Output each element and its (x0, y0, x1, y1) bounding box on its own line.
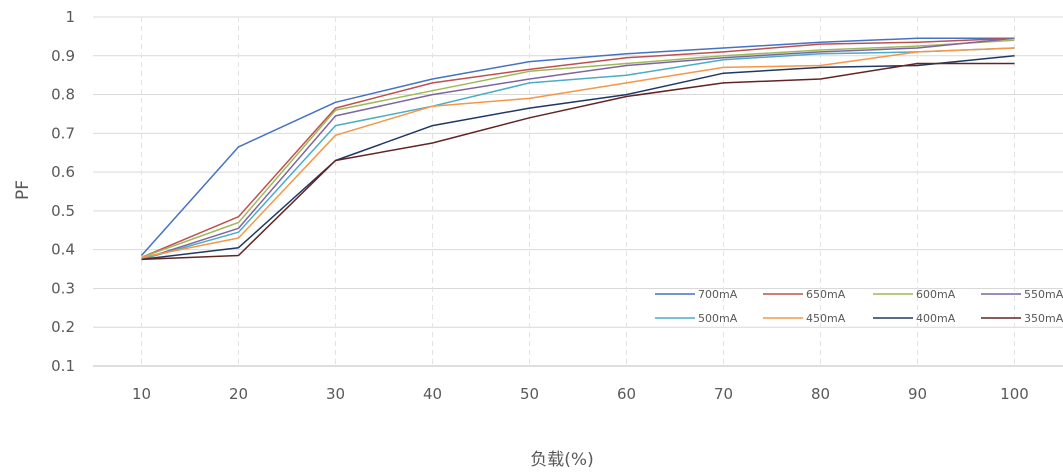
legend-label-500mA: 500mA (698, 312, 738, 325)
series-line-400mA (141, 55, 1015, 261)
y-axis-title: PF (13, 180, 33, 200)
x-tick-label: 90 (908, 385, 927, 403)
series-line-350mA (141, 62, 1015, 261)
series-line-700mA (140, 37, 1015, 256)
series-line-500mA (141, 47, 1015, 261)
series-line-550mA (141, 37, 1015, 261)
x-tick-label: 10 (132, 385, 151, 403)
series-lines (140, 37, 1015, 261)
y-tick-label: 0.6 (51, 163, 75, 181)
x-tick-label: 80 (811, 385, 830, 403)
x-tick-label: 70 (714, 385, 733, 403)
x-tick-label: 30 (326, 385, 345, 403)
legend-label-600mA: 600mA (916, 288, 956, 301)
legend-label-400mA: 400mA (916, 312, 956, 325)
series-line-450mA (141, 47, 1015, 259)
legend-label-650mA: 650mA (806, 288, 846, 301)
y-tick-label: 0.1 (51, 357, 75, 375)
legend-label-350mA: 350mA (1024, 312, 1063, 325)
x-tick-label: 20 (229, 385, 248, 403)
tick-labels: 0.1 0.2 0.3 0.4 0.5 0.6 0.7 0.8 0.9 1 10 20 30 40 50 60… (51, 8, 1029, 403)
x-axis-title: 负载(%) (530, 450, 593, 470)
y-tick-label: 0.5 (51, 202, 75, 220)
grid-layer (93, 16, 1063, 367)
y-tick-label: 0.8 (51, 86, 75, 104)
x-tick-label: 100 (1000, 385, 1029, 403)
y-tick-label: 0.7 (51, 124, 75, 142)
series-line-650mA (141, 37, 1015, 259)
series-line-600mA (141, 39, 1015, 259)
y-tick-label: 0.3 (51, 279, 75, 297)
y-tick-label: 0.4 (51, 241, 75, 259)
legend-label-700mA: 700mA (698, 288, 738, 301)
legend-label-450mA: 450mA (806, 312, 846, 325)
legend: 700mA 650mA 600mA 550mA 500mA 450mA 400mA 350mA (655, 288, 1063, 325)
x-tick-label: 60 (617, 385, 636, 403)
x-tick-label: 50 (520, 385, 539, 403)
y-tick-label: 0.2 (51, 318, 75, 336)
legend-label-550mA: 550mA (1024, 288, 1063, 301)
x-tick-label: 40 (423, 385, 442, 403)
y-tick-label: 1 (65, 8, 75, 26)
y-tick-label: 0.9 (51, 47, 75, 65)
